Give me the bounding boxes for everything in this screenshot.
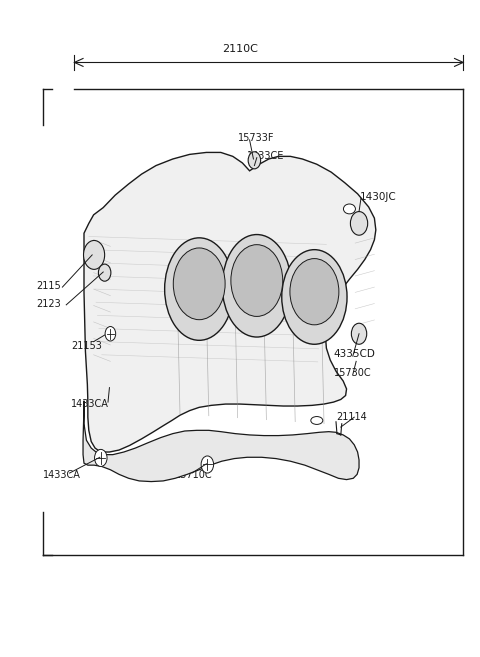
Text: 21153: 21153 xyxy=(71,340,102,351)
Text: 15710C: 15710C xyxy=(175,470,213,480)
Text: 2110C: 2110C xyxy=(222,44,258,54)
Circle shape xyxy=(248,152,261,169)
Text: 1430JC: 1430JC xyxy=(360,192,397,202)
Polygon shape xyxy=(83,401,359,482)
Text: 4335CD: 4335CD xyxy=(334,349,375,359)
Circle shape xyxy=(105,327,116,341)
Ellipse shape xyxy=(173,248,225,320)
Circle shape xyxy=(95,449,107,466)
Circle shape xyxy=(350,212,368,235)
Text: 1433CA: 1433CA xyxy=(71,399,109,409)
Ellipse shape xyxy=(311,417,323,424)
Text: 15733F: 15733F xyxy=(238,133,274,143)
Circle shape xyxy=(351,323,367,344)
Text: 2123: 2123 xyxy=(36,299,61,309)
Ellipse shape xyxy=(231,244,283,317)
Text: 1433CE: 1433CE xyxy=(247,151,285,162)
Polygon shape xyxy=(84,152,376,452)
Ellipse shape xyxy=(282,250,347,344)
Text: 2115: 2115 xyxy=(36,281,61,291)
Ellipse shape xyxy=(222,235,291,337)
Circle shape xyxy=(98,264,111,281)
Ellipse shape xyxy=(165,238,234,340)
Text: 21114: 21114 xyxy=(336,411,367,422)
Circle shape xyxy=(201,456,214,473)
Ellipse shape xyxy=(344,204,355,214)
Text: 1433CA: 1433CA xyxy=(43,470,81,480)
Circle shape xyxy=(84,240,105,269)
Text: 15730C: 15730C xyxy=(334,368,371,378)
Ellipse shape xyxy=(290,259,339,325)
